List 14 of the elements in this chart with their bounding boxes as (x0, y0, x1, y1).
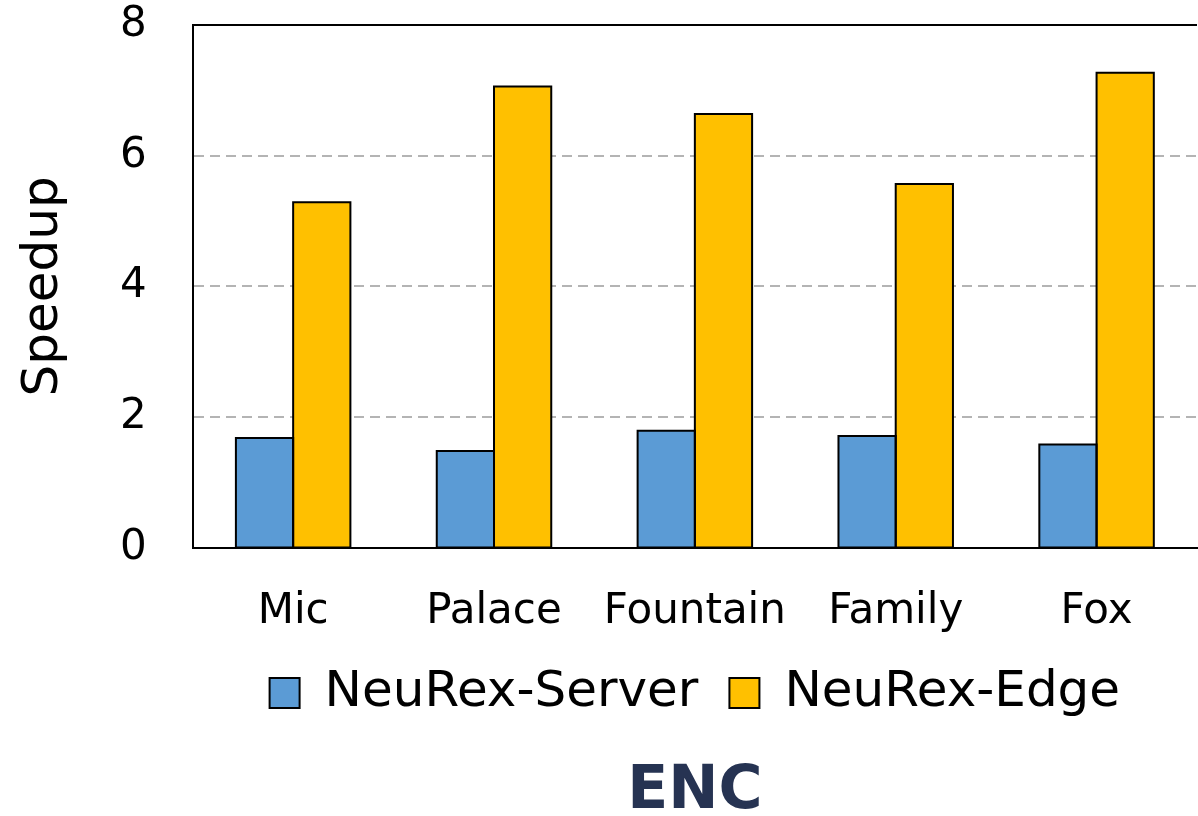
y-tick-label: 6 (119, 127, 147, 177)
x-tick-label: Fountain (603, 583, 786, 633)
x-tick-label: Palace (426, 583, 562, 633)
text: ENC (627, 751, 763, 816)
legend-label: NeuRex-Server (324, 659, 699, 718)
y-tick-label: 2 (119, 388, 147, 438)
y-tick-label: 0 (119, 519, 147, 569)
legend-label: NeuRex-Edge (784, 659, 1121, 718)
x-tick-label: Fox (1060, 583, 1133, 633)
x-tick-label: Mic (257, 583, 329, 633)
y-tick-label: 4 (119, 258, 147, 308)
y-tick-label: 8 (119, 0, 147, 47)
x-tick-label: Family (828, 583, 964, 633)
y-axis-title: Speedup (10, 176, 69, 397)
